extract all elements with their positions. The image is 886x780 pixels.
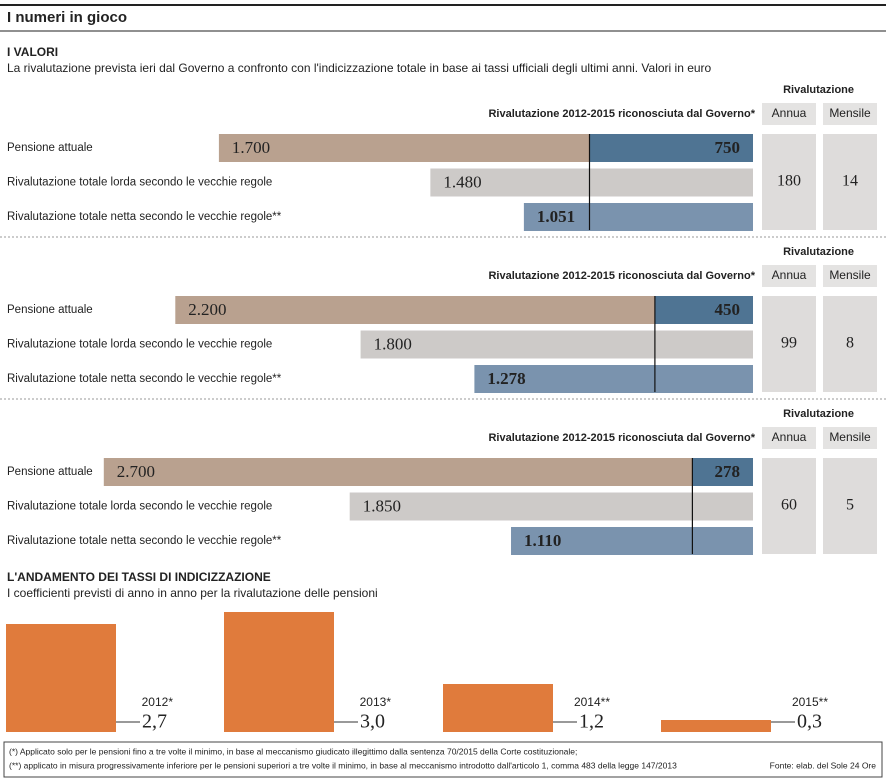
gov-label: Rivalutazione 2012-2015 riconosciuta dal… [488,108,755,120]
value-box [823,134,877,230]
row-label: Pensione attuale [7,304,93,316]
value-box [762,458,816,554]
value-label: 2.200 [188,300,226,319]
value-label: 1.480 [443,172,481,191]
bar [6,624,116,732]
section-title: I VALORI [7,45,58,59]
column-header-box [823,427,877,449]
bar [443,684,553,732]
value-label: 1.110 [524,531,561,550]
gov-bar [654,296,753,324]
column-header-box [823,265,877,287]
value-mensile: 8 [846,335,854,352]
value-label: 1.278 [487,369,525,388]
row-label: Rivalutazione totale netta secondo le ve… [7,373,282,385]
section-title: L'ANDAMENTO DEI TASSI DI INDICIZZAZIONE [7,570,271,584]
column-header-box [762,265,816,287]
bar [218,134,590,162]
gov-value: 450 [715,300,741,319]
rival-header: Rivalutazione [783,246,854,258]
gov-value: 750 [715,138,741,157]
gov-bar [692,458,753,486]
x-tick-label: 2015** [792,695,828,709]
x-tick-label: 2014** [574,695,610,709]
section-subtitle: La rivalutazione prevista ieri dal Gover… [7,61,712,75]
bar [175,296,655,324]
value-box [762,134,816,230]
rival-header: Rivalutazione [783,84,854,96]
value-mensile: 5 [846,497,854,514]
column-header-box [762,427,816,449]
footnote-box [3,741,883,778]
value-label: 1.700 [232,138,270,157]
value-box [823,296,877,392]
value-box [823,458,877,554]
row-label: Rivalutazione totale lorda secondo le ve… [7,177,272,189]
gov-value: 278 [715,462,741,481]
column-header: Mensile [829,430,871,444]
x-tick-label: 2013* [360,695,392,709]
bar [224,612,334,732]
value-annua: 99 [781,335,797,352]
bar [103,458,693,486]
value-label: 1.051 [537,207,575,226]
gov-bar [589,134,753,162]
bar [661,720,771,732]
footnote: (*) Applicato solo per le pensioni fino … [9,746,577,756]
bar [511,527,753,555]
value-label: 3,0 [360,711,385,733]
footnote: (**) applicato in misura progressivament… [9,760,677,770]
x-tick-label: 2012* [142,695,174,709]
gov-label: Rivalutazione 2012-2015 riconosciuta dal… [488,270,755,282]
value-annua: 180 [777,173,801,190]
row-label: Pensione attuale [7,142,93,154]
value-annua: 60 [781,497,797,514]
bar [474,365,753,393]
section-subtitle: I coefficienti previsti di anno in anno … [7,586,378,600]
row-label: Rivalutazione totale lorda secondo le ve… [7,501,272,513]
bar [430,168,753,197]
column-header: Annua [772,430,807,444]
bar [349,492,753,521]
page-title: I numeri in gioco [7,9,127,26]
column-header: Annua [772,268,807,282]
value-mensile: 14 [842,173,858,190]
gov-label: Rivalutazione 2012-2015 riconosciuta dal… [488,432,755,444]
column-header: Mensile [829,268,871,282]
column-header-box [823,103,877,125]
column-header-box [762,103,816,125]
row-label: Pensione attuale [7,466,93,478]
row-label: Rivalutazione totale netta secondo le ve… [7,211,282,223]
column-header: Annua [772,106,807,120]
value-label: 1.800 [374,334,412,353]
value-label: 2.700 [117,462,155,481]
value-label: 2,7 [142,711,167,733]
bar [360,330,753,359]
value-label: 1,2 [579,711,604,733]
bar [523,203,753,231]
value-label: 0,3 [797,711,822,733]
value-label: 1.850 [363,496,401,515]
column-header: Mensile [829,106,871,120]
source: Fonte: elab. del Sole 24 Ore [770,760,877,770]
value-box [762,296,816,392]
row-label: Rivalutazione totale netta secondo le ve… [7,535,282,547]
rival-header: Rivalutazione [783,408,854,420]
row-label: Rivalutazione totale lorda secondo le ve… [7,339,272,351]
